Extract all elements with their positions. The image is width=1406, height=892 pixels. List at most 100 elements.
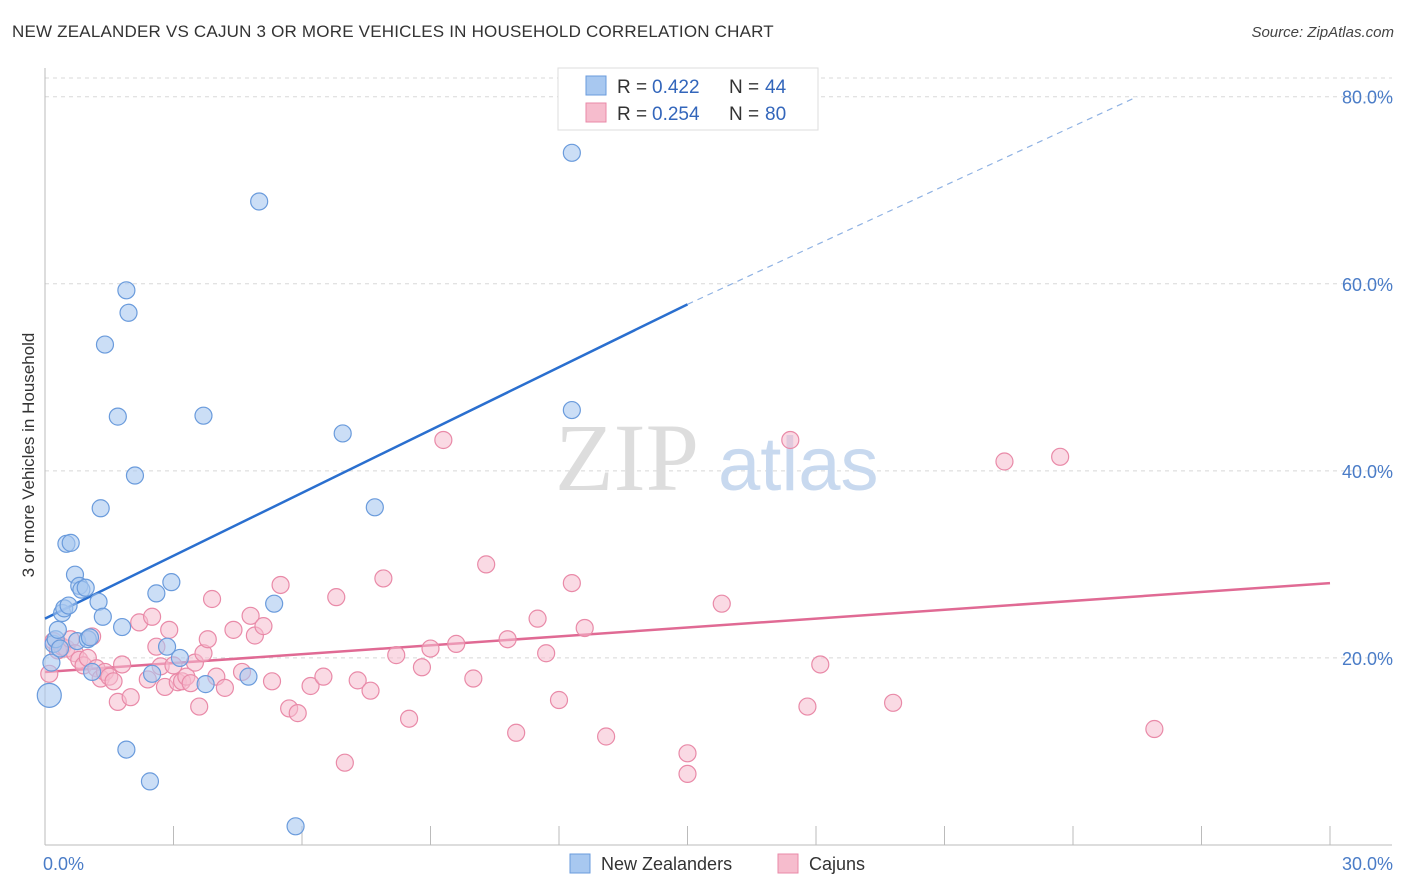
cajun-point xyxy=(434,430,453,450)
legend-n-label-2: N = xyxy=(729,104,759,125)
y-axis-label: 3 or more Vehicles in Household xyxy=(19,333,38,578)
new-zealander-point xyxy=(562,143,581,162)
cajun-point xyxy=(262,672,282,691)
cajun-point xyxy=(575,618,594,638)
bottom-legend: New Zealanders Cajuns xyxy=(569,853,865,874)
new-zealander-point xyxy=(147,584,166,603)
cajun-point xyxy=(399,709,419,728)
bottom-legend-new-zealanders: New Zealanders xyxy=(601,854,732,874)
y-tick-label-60: 60.0% xyxy=(1342,275,1393,295)
new-zealander-point xyxy=(125,466,145,485)
bottom-legend-swatch-blue xyxy=(569,853,591,874)
new-zealander-point xyxy=(196,675,215,694)
cajun-point xyxy=(160,620,179,639)
legend-swatch-pink xyxy=(585,102,607,123)
new-zealander-point xyxy=(250,192,269,211)
legend-r-value-1: 0.422 xyxy=(652,77,700,98)
new-zealander-point xyxy=(50,639,70,658)
trend-lines xyxy=(44,96,1331,674)
cajun-point xyxy=(549,690,569,710)
cajun-point xyxy=(464,669,483,688)
new-zealander-point xyxy=(76,578,95,597)
cajun-point xyxy=(301,676,320,696)
new-zealander-point xyxy=(265,594,284,613)
cajun-point xyxy=(678,744,697,763)
cajun-point xyxy=(412,658,432,677)
watermark-zip: ZIP xyxy=(555,404,699,511)
cajun-point xyxy=(421,639,440,658)
grid-lines xyxy=(45,77,1392,659)
new-zealander-point xyxy=(194,406,213,425)
new-zealander-point xyxy=(140,772,160,791)
y-tick-label-20: 20.0% xyxy=(1342,649,1393,669)
new-zealander-point xyxy=(239,667,258,686)
new-zealander-point xyxy=(108,407,127,426)
cajun-point xyxy=(271,575,290,595)
cajun-point xyxy=(241,606,260,625)
cajun-point xyxy=(254,617,273,636)
new-zealanders-points xyxy=(36,143,581,836)
new-zealander-point xyxy=(119,303,138,322)
new-zealanders-trend-line xyxy=(44,303,689,620)
new-zealander-point xyxy=(61,533,80,552)
new-zealander-point xyxy=(365,498,384,517)
cajun-point xyxy=(215,678,234,697)
legend-swatch-blue xyxy=(585,75,607,96)
y-tick-label-80: 80.0% xyxy=(1342,88,1393,108)
cajun-point xyxy=(477,555,496,574)
new-zealander-point xyxy=(117,740,136,759)
new-zealander-point xyxy=(162,573,181,592)
cajun-point xyxy=(387,646,406,665)
cajun-point xyxy=(361,681,380,700)
cajun-point xyxy=(1145,719,1164,739)
legend-n-label-1: N = xyxy=(729,77,759,98)
new-zealander-point xyxy=(157,637,177,656)
cajun-point xyxy=(712,594,731,613)
cajun-point xyxy=(883,693,903,712)
cajun-point xyxy=(562,573,581,593)
cajun-point xyxy=(1051,447,1070,466)
x-tick-label-max: 30.0% xyxy=(1342,854,1393,874)
cajun-point xyxy=(314,667,333,686)
cajun-point xyxy=(104,672,123,691)
cajun-point xyxy=(121,688,140,707)
new-zealander-point xyxy=(93,607,112,626)
cajun-point xyxy=(335,753,354,772)
legend-r-value-2: 0.254 xyxy=(652,104,700,125)
new-zealander-point xyxy=(42,653,61,672)
legend-n-value-2: 80 xyxy=(765,104,786,125)
cajuns-trend-line xyxy=(44,581,1331,674)
x-tick-label-min: 0.0% xyxy=(43,854,84,874)
cajun-point xyxy=(142,607,162,626)
cajun-point xyxy=(498,630,517,649)
new-zealander-point xyxy=(36,682,62,708)
cajun-point xyxy=(348,671,367,690)
watermark: ZIP atlas xyxy=(555,404,879,511)
new-zealander-point xyxy=(48,620,67,639)
chart-title: NEW ZEALANDER VS CAJUN 3 OR MORE VEHICLE… xyxy=(12,22,774,41)
cajun-point xyxy=(198,630,217,649)
cajun-point xyxy=(288,704,307,723)
new-zealanders-trend-extension xyxy=(687,96,1138,305)
cajun-point xyxy=(374,569,393,588)
legend-r-label-1: R = xyxy=(617,77,647,98)
cajun-point xyxy=(190,697,209,716)
bottom-legend-swatch-pink xyxy=(777,853,799,874)
cajun-point xyxy=(678,764,697,784)
new-zealander-point xyxy=(142,664,162,683)
cajun-point xyxy=(447,634,466,653)
cajun-point xyxy=(537,644,556,663)
legend-r-label-2: R = xyxy=(617,104,647,125)
new-zealander-point xyxy=(83,662,102,682)
cajun-point xyxy=(995,452,1014,471)
new-zealander-point xyxy=(112,617,132,637)
cajun-point xyxy=(597,727,616,746)
cajun-point xyxy=(112,655,132,674)
new-zealander-point xyxy=(170,648,190,668)
cajun-point xyxy=(202,589,222,609)
cajun-point xyxy=(224,620,243,639)
y-tick-label-40: 40.0% xyxy=(1342,462,1393,482)
new-zealander-point xyxy=(286,817,305,836)
new-zealander-point xyxy=(333,424,352,443)
